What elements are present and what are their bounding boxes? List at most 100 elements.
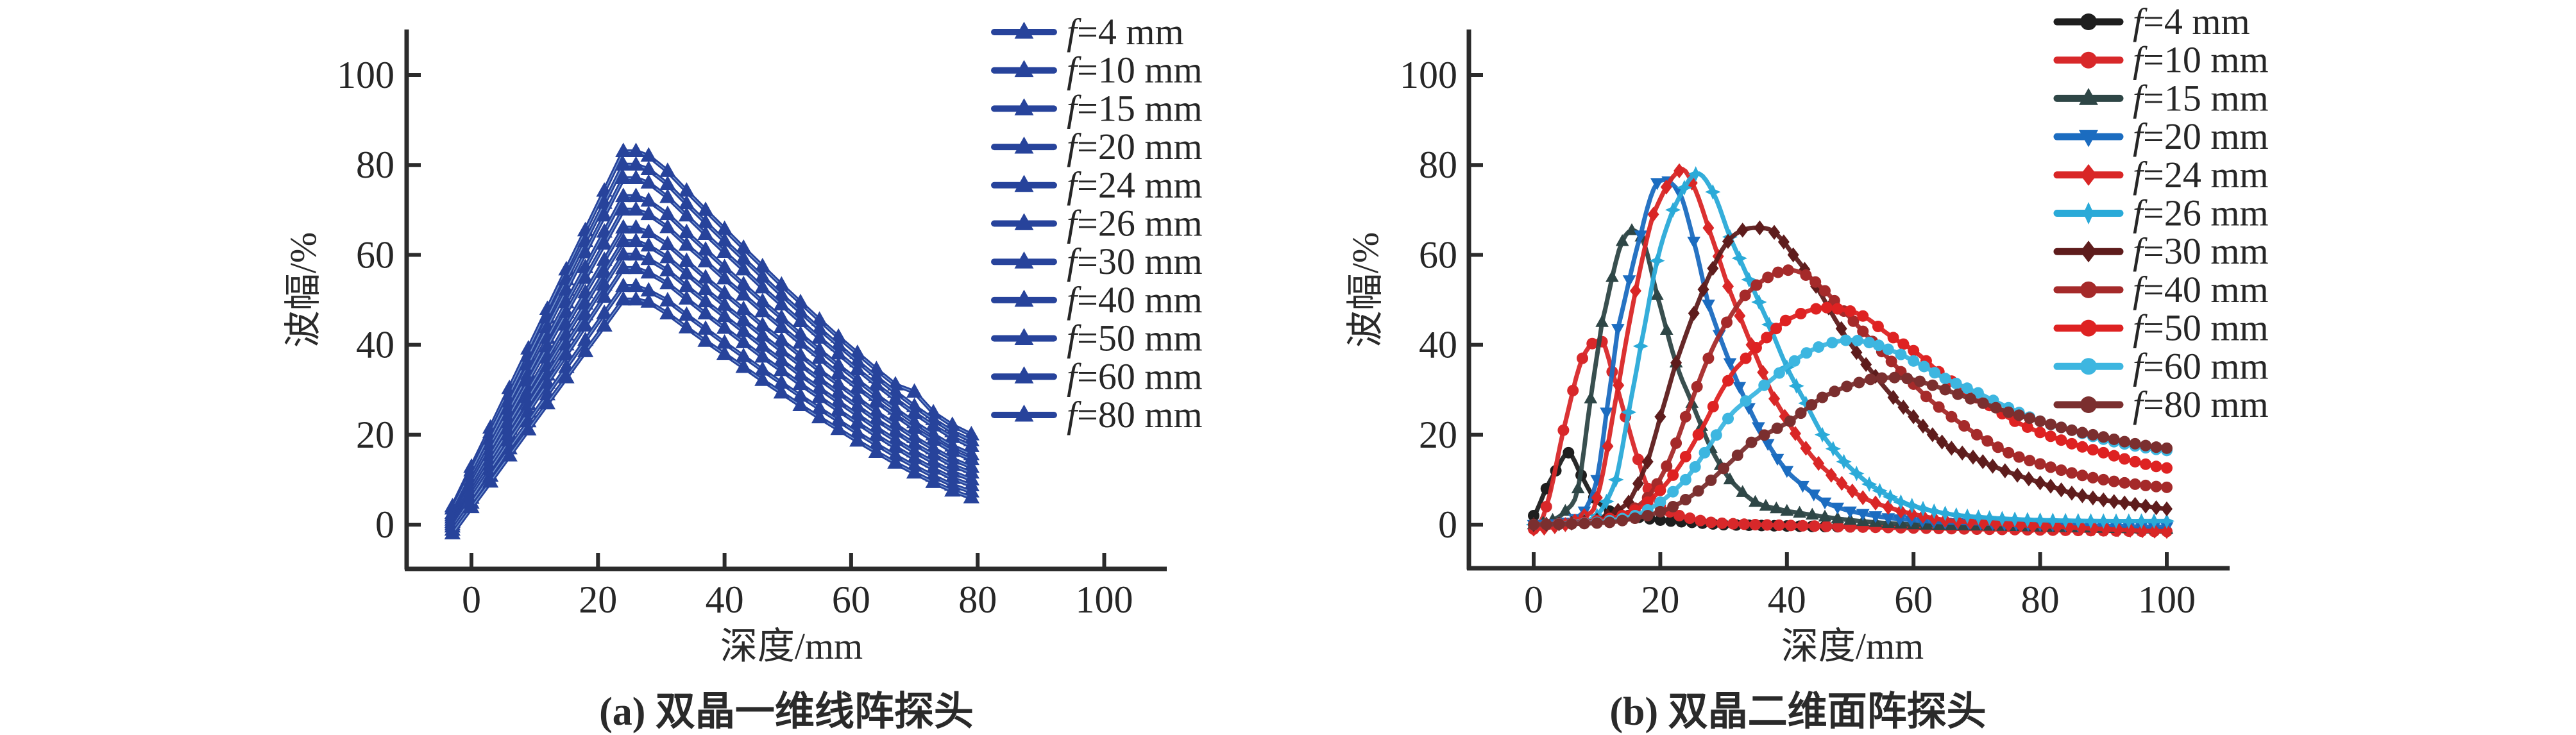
chart-a-data-point bbox=[627, 201, 645, 216]
chart-b-legend-marker-icon bbox=[2080, 319, 2097, 337]
chart-b-data-point bbox=[1702, 300, 1715, 312]
chart-b-data-point bbox=[2070, 512, 2086, 529]
chart-b-data-point bbox=[1705, 516, 1717, 528]
chart-b-data-point bbox=[1805, 507, 1819, 520]
chart-a-data-point bbox=[716, 307, 733, 323]
chart-b-legend-label: f=50 mm bbox=[2133, 307, 2269, 349]
chart-b-data-point bbox=[1857, 490, 1869, 505]
chart-a-data-point bbox=[963, 450, 979, 466]
chart-b-series-layer bbox=[1525, 163, 2175, 539]
chart-a-legend-marker-icon bbox=[1014, 366, 1034, 384]
chart-a-data-point bbox=[773, 361, 790, 376]
chart-b-data-point bbox=[1727, 518, 1739, 530]
chart-a-data-point bbox=[716, 269, 733, 285]
chart-b-data-point bbox=[1566, 518, 1578, 530]
chart-b-data-point bbox=[2012, 468, 2024, 483]
chart-b-data-point bbox=[1768, 224, 1781, 241]
chart-a-data-point bbox=[659, 235, 676, 251]
chart-b-data-point bbox=[1749, 519, 1761, 530]
chart-a-data-point bbox=[678, 182, 695, 197]
chart-a-data-point bbox=[678, 194, 695, 210]
chart-b-legend-label: f=30 mm bbox=[2133, 230, 2269, 272]
chart-a-data-point bbox=[716, 232, 733, 247]
chart-a-data-point bbox=[811, 370, 828, 385]
chart-a-data-point bbox=[678, 207, 695, 222]
chart-b-data-point bbox=[1865, 373, 1877, 385]
chart-b-data-point bbox=[1977, 454, 1989, 469]
chart-b-data-point bbox=[1796, 480, 1809, 493]
chart-b-data-point bbox=[1893, 494, 1909, 511]
chart-b-data-point bbox=[2129, 478, 2141, 490]
chart-b-data-point bbox=[2083, 513, 2099, 529]
chart-b-data-point bbox=[1731, 449, 1743, 461]
chart-b-legend-item: f=26 mm bbox=[2053, 192, 2269, 234]
chart-b-legend-item: f=20 mm bbox=[2053, 115, 2269, 157]
chart-b-legend-marker-icon bbox=[2080, 396, 2097, 413]
chart-a-data-point bbox=[849, 406, 866, 421]
chart-a-data-point bbox=[735, 300, 752, 316]
chart-b-data-point bbox=[1723, 472, 1737, 485]
chart-a-data-point bbox=[811, 379, 828, 394]
chart-b-data-point bbox=[1800, 269, 1812, 281]
chart-b-data-point bbox=[1770, 501, 1783, 514]
chart-b-data-point bbox=[1751, 294, 1767, 310]
chart-a-data-point bbox=[906, 464, 923, 479]
chart-b-data-point bbox=[1721, 316, 1733, 328]
chart-b-data-point bbox=[2108, 513, 2124, 529]
chart-b-data-point bbox=[2096, 513, 2112, 529]
chart-a-data-point bbox=[678, 265, 695, 280]
chart-b-data-point bbox=[1731, 250, 1747, 266]
chart-a-data-point bbox=[754, 302, 771, 317]
chart-b-data-point bbox=[2119, 477, 2131, 489]
chart-b-area-array-probe: 0 20 40 60 80 100 0 20 40 60 80 100 深度/mm 波幅/% (b) … bbox=[1344, 1, 2269, 734]
chart-a-data-point bbox=[773, 374, 790, 389]
chart-b-data-point bbox=[1616, 514, 1629, 527]
chart-a-data-point bbox=[640, 264, 657, 279]
chart-a-data-point bbox=[792, 366, 809, 381]
chart-a-data-point bbox=[735, 348, 752, 362]
chart-a-data-point bbox=[640, 237, 657, 252]
chart-a-data-point bbox=[963, 437, 979, 452]
chart-b-data-point bbox=[1914, 375, 1926, 387]
chart-b-x-tick-label: 60 bbox=[1894, 579, 1933, 621]
chart-a-data-point bbox=[735, 275, 752, 291]
chart-b-data-point bbox=[1882, 489, 1899, 505]
chart-b-legend-marker-icon bbox=[2080, 281, 2097, 298]
chart-a-data-point bbox=[773, 351, 790, 366]
chart-a-data-point bbox=[754, 292, 771, 308]
chart-b-data-point bbox=[2097, 473, 2110, 486]
chart-a-data-point bbox=[577, 317, 594, 332]
chart-b-legend-label: f=24 mm bbox=[2133, 154, 2269, 196]
chart-b-data-point bbox=[1654, 514, 1666, 526]
chart-b-legend-marker-icon bbox=[2080, 51, 2097, 69]
chart-b-data-point bbox=[1705, 474, 1717, 486]
chart-a-data-point bbox=[849, 432, 866, 447]
chart-b-data-point bbox=[1956, 445, 1969, 460]
chart-b-data-point bbox=[1707, 400, 1719, 412]
chart-b-data-point bbox=[1784, 520, 1797, 532]
chart-a-series-80mm bbox=[444, 291, 979, 539]
chart-a-x-axis-title: 深度/mm bbox=[720, 625, 863, 667]
chart-b-y-tick-label: 40 bbox=[1419, 324, 1457, 366]
chart-b-data-point bbox=[1999, 463, 2011, 478]
chart-a-y-axis-title: 波幅/% bbox=[282, 232, 324, 348]
chart-a-data-point bbox=[697, 280, 714, 296]
chart-b-data-point bbox=[1649, 253, 1665, 269]
chart-a-legend-marker-icon bbox=[1014, 213, 1034, 230]
chart-a-legend-item: f=24 mm bbox=[991, 164, 1203, 206]
chart-a-x-tick-label: 0 bbox=[462, 579, 481, 621]
chart-a-data-point bbox=[906, 435, 923, 450]
chart-b-data-point bbox=[1970, 428, 1983, 441]
chart-b-data-point bbox=[1829, 385, 1841, 398]
chart-b-data-point bbox=[1768, 391, 1781, 407]
chart-b-data-point bbox=[2150, 441, 2162, 453]
chart-b-data-point bbox=[1722, 278, 1734, 294]
chart-b-legend-label: f=10 mm bbox=[2133, 39, 2269, 81]
chart-a-data-point bbox=[735, 260, 752, 276]
chart-a-data-point bbox=[811, 329, 828, 344]
chart-b-legend-item: f=60 mm bbox=[2053, 345, 2269, 387]
chart-b-data-point bbox=[1846, 483, 1858, 499]
chart-a-data-point bbox=[773, 296, 790, 311]
chart-a-legend-item: f=20 mm bbox=[991, 126, 1203, 167]
chart-b-legend-label: f=15 mm bbox=[2133, 77, 2269, 119]
